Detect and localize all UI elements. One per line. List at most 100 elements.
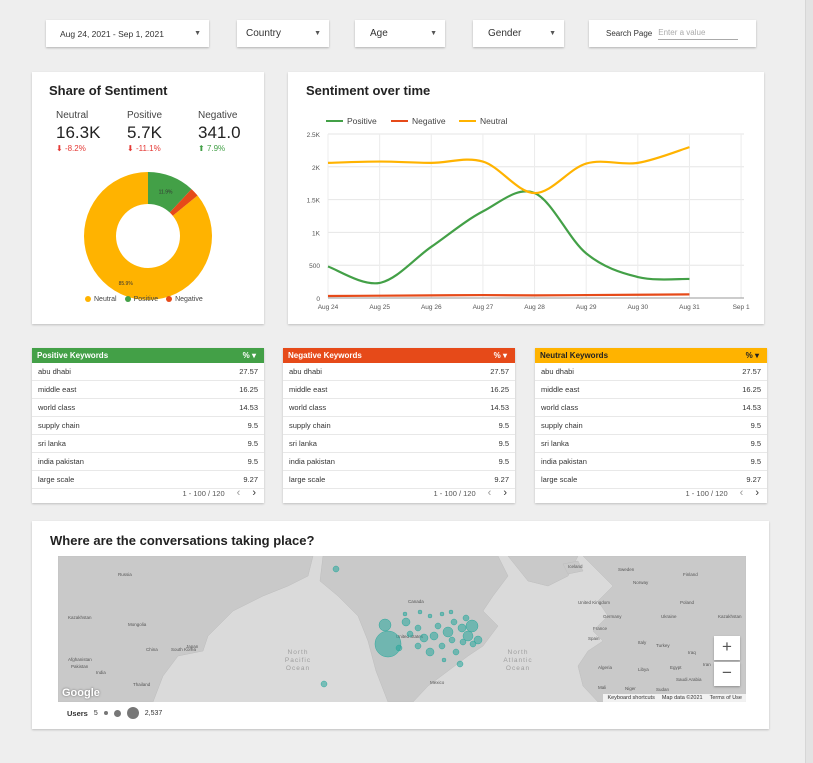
series-line-neutral[interactable] <box>327 146 690 195</box>
date-range-filter[interactable]: Aug 24, 2021 - Sep 1, 2021 ▼ <box>46 20 209 47</box>
user-bubble[interactable] <box>473 635 483 645</box>
user-bubble[interactable] <box>419 633 429 643</box>
legend-label-positive: Positive <box>347 116 377 126</box>
user-bubble[interactable] <box>442 626 454 638</box>
user-bubble[interactable] <box>434 622 442 630</box>
pager-range: 1 - 100 / 120 <box>685 488 728 498</box>
user-bubble[interactable] <box>439 611 445 617</box>
sort-percent-column[interactable]: % ▾ <box>242 351 256 360</box>
user-bubble[interactable] <box>414 642 422 650</box>
donut-slice-negative[interactable] <box>169 189 198 216</box>
legend-positive: Positive <box>124 296 158 303</box>
positive-keywords-table: Positive Keywords % ▾ abu dhabi 27.57 middle… <box>32 348 264 503</box>
user-bubble[interactable] <box>457 623 467 633</box>
user-bubble[interactable] <box>425 647 435 657</box>
user-bubble[interactable] <box>462 614 470 622</box>
user-bubble[interactable] <box>448 609 454 615</box>
keyword-cell: supply chain <box>541 421 583 430</box>
user-bubble[interactable] <box>441 657 447 663</box>
gender-filter[interactable]: Gender ▼ <box>473 20 564 47</box>
next-page-icon[interactable]: › <box>252 487 256 499</box>
terms-of-use-link[interactable]: Terms of Use <box>709 695 742 701</box>
table-header[interactable]: Negative Keywords % ▾ <box>283 348 515 363</box>
map-place-label: Algeria <box>598 665 613 670</box>
prev-page-icon[interactable]: ‹ <box>739 487 744 499</box>
metric-value: 16.3K <box>56 123 101 142</box>
map-place-label: Ukraine <box>661 614 677 619</box>
metric-positive: Positive 5.7K ⬇ -11.1% <box>127 110 162 153</box>
user-bubble[interactable] <box>320 680 328 688</box>
keyword-cell: abu dhabi <box>38 367 71 376</box>
user-bubble[interactable] <box>429 631 439 641</box>
map-place-label: Spain <box>588 636 600 641</box>
user-bubble[interactable] <box>448 636 456 644</box>
user-bubble[interactable] <box>427 613 433 619</box>
conversation-map-card: Where are the conversations taking place… <box>32 521 769 729</box>
table-row: large scale 9.27 <box>283 471 515 489</box>
percent-cell: 16.25 <box>490 385 509 394</box>
medium-bubble-icon <box>113 709 121 717</box>
percent-cell: 16.25 <box>742 385 761 394</box>
chevron-down-icon: ▼ <box>194 30 201 37</box>
user-bubble[interactable] <box>414 624 422 632</box>
table-header[interactable]: Positive Keywords % ▾ <box>32 348 264 363</box>
table-row: sri lanka 9.5 <box>535 435 767 453</box>
table-header[interactable]: Neutral Keywords % ▾ <box>535 348 767 363</box>
age-filter[interactable]: Age ▼ <box>355 20 445 47</box>
user-bubble[interactable] <box>465 619 479 633</box>
user-bubble[interactable] <box>469 640 477 648</box>
keyword-cell: sri lanka <box>289 439 317 448</box>
sentiment-line-chart: Positive Negative Neutral 0 500 1K 1.5K 2K 2.5K A… <box>307 116 750 311</box>
sort-down-icon: ▾ <box>502 351 507 360</box>
donut-slice-neutral[interactable] <box>83 172 212 300</box>
share-of-sentiment-card: Share of Sentiment Neutral 16.3K ⬇ -8.2%… <box>32 72 264 324</box>
map-place-label: Ocean <box>506 665 530 672</box>
keyboard-shortcuts-link[interactable]: Keyboard shortcuts <box>607 695 655 701</box>
country-filter[interactable]: Country ▼ <box>237 20 329 47</box>
user-bubble[interactable] <box>406 630 414 638</box>
page-scrollbar[interactable] <box>805 0 813 763</box>
donut-slice-positive[interactable] <box>148 172 192 213</box>
zoom-in-button[interactable]: + <box>714 636 740 660</box>
user-bubble[interactable] <box>462 630 474 642</box>
percent-cell: 16.25 <box>239 385 258 394</box>
user-bubble[interactable] <box>332 565 340 573</box>
user-bubble[interactable] <box>401 617 411 627</box>
geo-map[interactable]: Russia Mongolia China South Korea Japan Kazak… <box>58 556 746 702</box>
series-line-positive[interactable] <box>327 190 690 285</box>
user-bubble[interactable] <box>438 642 446 650</box>
x-tick-label: Aug 25 <box>369 304 390 311</box>
keyword-cell: india pakistan <box>289 457 335 466</box>
map-place-label: France <box>593 626 608 631</box>
prev-page-icon[interactable]: ‹ <box>487 487 492 499</box>
keyword-cell: world class <box>541 403 579 412</box>
zoom-out-button[interactable]: − <box>714 662 740 686</box>
search-page-filter: Search Page Enter a value <box>589 20 756 47</box>
map-place-label: Mali <box>598 685 606 690</box>
user-bubble[interactable] <box>374 630 402 658</box>
user-bubble[interactable] <box>395 644 403 652</box>
sentiment-over-time-card: Sentiment over time Positive Negative Neut… <box>288 72 764 324</box>
sort-percent-column[interactable]: % ▾ <box>745 351 759 360</box>
user-bubble[interactable] <box>456 660 464 668</box>
table-row: india pakistan 9.5 <box>32 453 264 471</box>
map-place-label: Iran <box>703 662 711 667</box>
search-input[interactable]: Enter a value <box>658 28 739 40</box>
table-row: supply chain 9.5 <box>32 417 264 435</box>
legend-neutral: Neutral <box>85 296 117 303</box>
user-bubble[interactable] <box>452 648 460 656</box>
prev-page-icon[interactable]: ‹ <box>236 487 241 499</box>
sort-down-icon: ▾ <box>251 351 256 360</box>
x-tick-label: Aug 30 <box>628 304 649 311</box>
keyword-cell: sri lanka <box>541 439 569 448</box>
user-bubble[interactable] <box>378 618 392 632</box>
user-bubble[interactable] <box>450 618 458 626</box>
series-line-negative[interactable] <box>327 293 690 298</box>
user-bubble[interactable] <box>402 611 408 617</box>
user-bubble[interactable] <box>417 609 423 615</box>
next-page-icon[interactable]: › <box>503 487 507 499</box>
sort-percent-column[interactable]: % ▾ <box>493 351 507 360</box>
user-bubble[interactable] <box>459 638 467 646</box>
next-page-icon[interactable]: › <box>755 487 759 499</box>
table-row: abu dhabi 27.57 <box>535 363 767 381</box>
